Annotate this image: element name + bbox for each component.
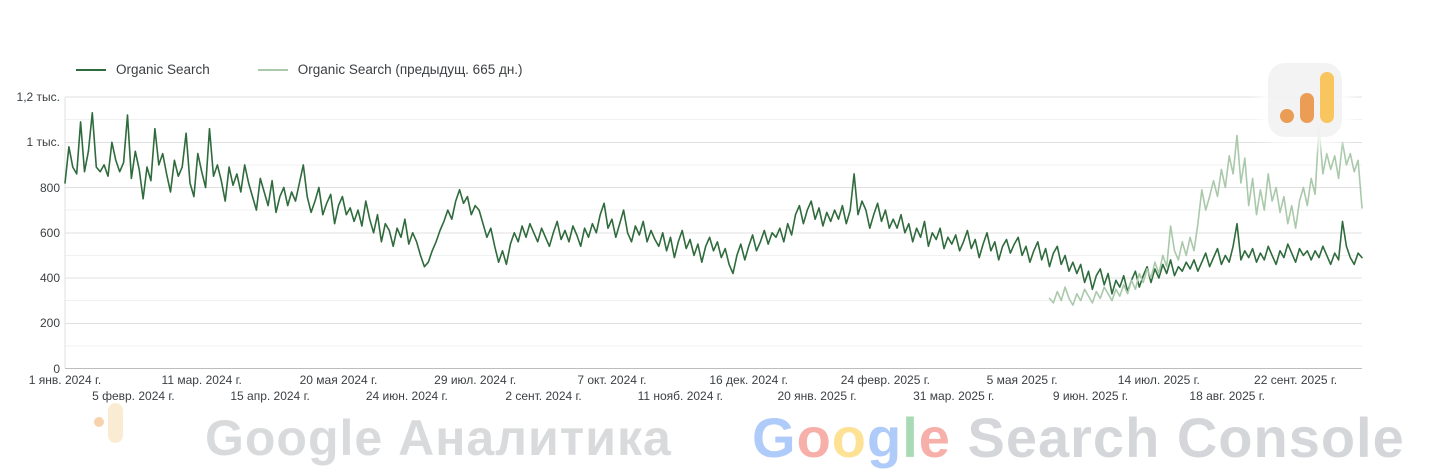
x-tick-label: 1 янв. 2024 г. [28, 373, 102, 387]
x-tick-label: 24 июн. 2024 г. [365, 389, 448, 403]
x-tick-label: 16 дек. 2024 г. [709, 373, 788, 387]
y-tick-label: 1 тыс. [26, 135, 60, 150]
x-tick-label: 11 мар. 2024 г. [161, 373, 242, 387]
x-tick-label: 22 сент. 2025 г. [1254, 373, 1338, 387]
google-search-console-watermark-text: Google Search Console [752, 405, 1405, 470]
x-tick-label: 9 июн. 2025 г. [1052, 389, 1129, 403]
ga-logo-mid-bar [1300, 93, 1314, 123]
google-letter: G [752, 406, 797, 469]
x-tick-label: 15 апр. 2024 г. [230, 389, 310, 403]
google-analytics-mini-icon [93, 403, 133, 443]
x-tick-label: 20 янв. 2025 г. [777, 389, 857, 403]
legend-item-organic-search-previous[interactable]: Organic Search (предыдущ. 665 дн.) [257, 62, 523, 77]
legend-line-swatch-current [76, 68, 106, 71]
legend-label-previous: Organic Search (предыдущ. 665 дн.) [297, 62, 523, 77]
x-tick-label: 18 авг. 2025 г. [1189, 389, 1266, 403]
x-tick-label: 7 окт. 2024 г. [577, 373, 647, 387]
x-tick-label: 5 февр. 2024 г. [92, 389, 175, 403]
ga-mini-bar [108, 403, 123, 443]
google-analytics-watermark-text: Google Аналитика [205, 410, 672, 466]
line-chart-plot[interactable] [0, 0, 1431, 428]
x-tick-label: 29 июл. 2024 г. [434, 373, 517, 387]
ga-logo-tall-bar [1320, 72, 1334, 123]
x-tick-label: 14 июл. 2025 г. [1117, 373, 1200, 387]
y-tick-label: 600 [39, 225, 60, 240]
x-tick-label: 31 мар. 2025 г. [913, 389, 995, 403]
google-letter: e [918, 406, 951, 469]
google-letter: o [831, 406, 867, 469]
y-tick-label: 800 [39, 180, 60, 195]
chart-legend: Organic Search Organic Search (предыдущ.… [76, 62, 523, 77]
x-tick-label: 24 февр. 2025 г. [840, 373, 930, 387]
google-wordmark: Google [752, 406, 951, 469]
x-tick-label: 5 мая 2025 г. [986, 373, 1058, 387]
y-tick-label: 1,2 тыс. [16, 90, 60, 104]
ga-logo-dot [1280, 109, 1294, 123]
y-tick-label: 0 [53, 361, 60, 376]
ga-mini-dot [94, 417, 104, 427]
x-tick-label: 11 нояб. 2024 г. [637, 389, 723, 403]
google-letter: l [902, 406, 919, 469]
x-tick-label: 2 сент. 2024 г. [505, 389, 582, 403]
google-letter: g [867, 406, 903, 469]
y-tick-label: 200 [39, 316, 60, 331]
y-tick-label: 400 [39, 271, 60, 285]
google-analytics-icon [1268, 63, 1342, 137]
legend-item-organic-search[interactable]: Organic Search [76, 62, 210, 77]
legend-line-swatch-previous [257, 68, 288, 71]
legend-label-current: Organic Search [116, 62, 210, 77]
search-console-label: Search Console [950, 406, 1405, 469]
x-tick-label: 20 мая 2024 г. [299, 373, 378, 387]
google-letter: o [796, 406, 832, 469]
